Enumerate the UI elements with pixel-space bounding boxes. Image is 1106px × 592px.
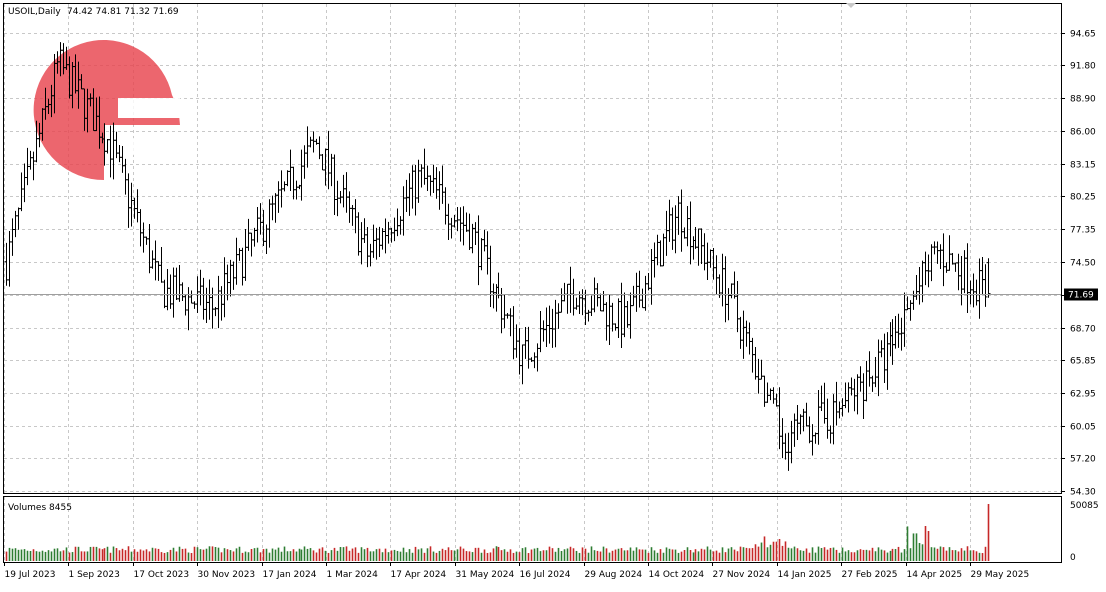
date-tick-label: 1 Sep 2023: [69, 570, 120, 580]
price-pane-frame: [3, 3, 1062, 494]
date-tick-label: 17 Jan 2024: [263, 570, 317, 580]
date-tick-label: 29 May 2025: [971, 570, 1030, 580]
price-tick-label: 83.15: [1070, 161, 1096, 171]
date-tick-label: 14 Apr 2025: [907, 570, 963, 580]
svg-text:71.69: 71.69: [1068, 291, 1094, 301]
price-tick-label: 68.70: [1070, 325, 1096, 335]
grid-lines: [4, 4, 1061, 562]
date-tick-label: 14 Jan 2025: [778, 570, 832, 580]
price-tick-label: 91.80: [1070, 62, 1096, 72]
price-tick-label: 60.05: [1070, 423, 1096, 433]
ohlc-values: 74.42 74.81 71.32 71.69: [67, 7, 179, 17]
volume-axis: 50085 0: [1070, 501, 1099, 563]
price-axis[interactable]: 94.65 91.80 88.90 86.00 83.15 80.25 77.35 74.50…: [1061, 30, 1096, 498]
volume-tick-label: 50085: [1070, 501, 1099, 511]
price-tick-label: 62.95: [1070, 390, 1096, 400]
current-price-badge: 71.69: [1064, 288, 1098, 301]
price-bars: [4, 42, 991, 471]
price-tick-label: 94.65: [1070, 30, 1096, 40]
volume-label: Volumes 8455: [8, 503, 72, 513]
price-tick-label: 74.50: [1070, 259, 1096, 269]
price-tick-label: 54.30: [1070, 488, 1096, 498]
date-tick-label: 19 Jul 2023: [5, 570, 56, 580]
date-tick-label: 17 Apr 2024: [391, 570, 447, 580]
price-tick-label: 77.35: [1070, 226, 1096, 236]
date-tick-label: 27 Feb 2025: [842, 570, 898, 580]
date-tick-label: 30 Nov 2023: [198, 570, 256, 580]
price-tick-label: 80.25: [1070, 193, 1096, 203]
date-tick-label: 1 Mar 2024: [327, 570, 379, 580]
price-tick-label: 86.00: [1070, 128, 1096, 138]
volume-tick-label: 0: [1070, 553, 1076, 563]
date-axis[interactable]: 19 Jul 2023 1 Sep 2023 17 Oct 2023 30 Nov 2…: [4, 562, 1030, 580]
date-tick-label: 27 Nov 2024: [713, 570, 771, 580]
price-tick-label: 57.20: [1070, 455, 1096, 465]
symbol-label: USOIL,Daily: [8, 7, 61, 17]
date-tick-label: 16 Jul 2024: [520, 570, 571, 580]
price-tick-label: 65.85: [1070, 357, 1096, 367]
chart-shift-marker[interactable]: [846, 3, 856, 8]
price-tick-label: 88.90: [1070, 95, 1096, 105]
date-tick-label: 14 Oct 2024: [649, 570, 705, 580]
date-tick-label: 17 Oct 2023: [134, 570, 190, 580]
date-tick-label: 31 May 2024: [456, 570, 515, 580]
date-tick-label: 29 Aug 2024: [585, 570, 643, 580]
volume-bars: [5, 504, 990, 561]
